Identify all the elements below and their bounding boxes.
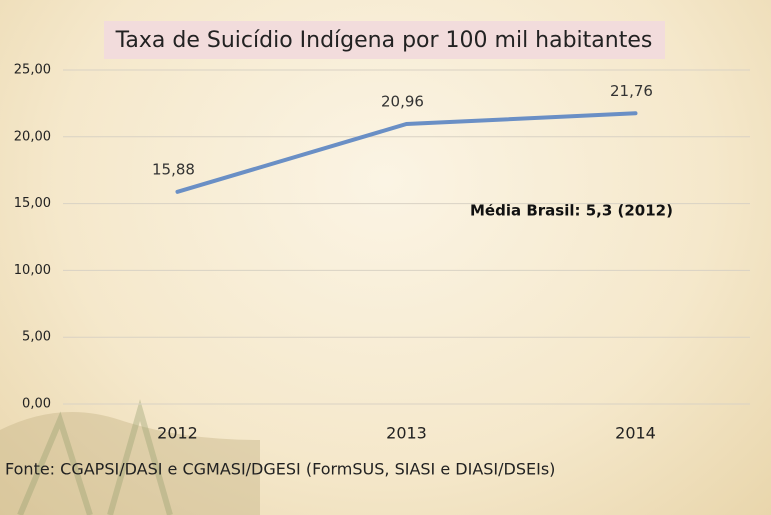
annotation: Média Brasil: 5,3 (2012) — [470, 202, 673, 220]
y-tick-label: 20,00 — [14, 129, 51, 144]
y-tick-label: 5,00 — [22, 330, 51, 345]
x-tick-label: 2014 — [615, 424, 656, 443]
value-label: 21,76 — [610, 82, 653, 100]
source-note: Fonte: CGAPSI/DASI e CGMASI/DGESI (FormS… — [5, 460, 555, 479]
chart-title: Taxa de Suicídio Indígena por 100 mil ha… — [115, 28, 653, 53]
y-tick-label: 15,00 — [14, 196, 51, 211]
title-box — [104, 21, 665, 59]
y-tick-label: 10,00 — [14, 263, 51, 278]
data-line — [175, 111, 638, 194]
x-tick-label: 2013 — [386, 424, 427, 443]
decoration — [0, 412, 260, 515]
value-label: 20,96 — [381, 92, 424, 110]
value-label: 15,88 — [152, 160, 195, 178]
y-tick-label: 0,00 — [22, 397, 51, 412]
decoration — [17, 399, 173, 515]
y-tick-label: 25,00 — [14, 63, 51, 78]
x-tick-label: 2012 — [157, 424, 198, 443]
